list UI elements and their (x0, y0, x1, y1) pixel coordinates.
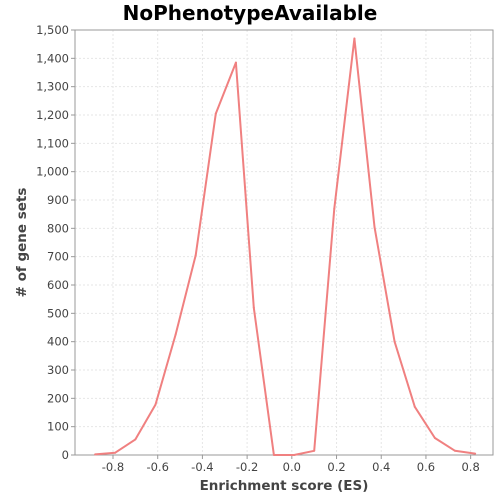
x-axis-label: Enrichment score (ES) (200, 478, 369, 494)
series-line (95, 37, 476, 456)
data-point (252, 306, 255, 309)
y-tick-label: 400 (47, 335, 69, 349)
y-tick-label: 1,200 (36, 108, 69, 122)
data-point (174, 333, 177, 336)
y-tick-label: 600 (47, 278, 69, 292)
y-tick-label: 100 (47, 420, 69, 434)
data-point (154, 403, 157, 406)
data-point (353, 37, 356, 40)
y-tick-label: 200 (47, 391, 69, 405)
y-tick-label: 1,300 (36, 80, 69, 94)
x-tick-label: -0.4 (191, 460, 213, 474)
chart-title: NoPhenotypeAvailable (122, 1, 378, 25)
y-axis-label: # of gene sets (14, 188, 30, 298)
data-point (474, 452, 477, 455)
x-tick-label: 0.0 (283, 460, 301, 474)
data-point (433, 437, 436, 439)
x-tick-label: 0.2 (327, 460, 345, 474)
x-tick-label: 0.6 (417, 460, 435, 474)
x-tick-label: -0.2 (236, 460, 258, 474)
data-point (134, 438, 137, 441)
data-point (293, 454, 296, 456)
data-point (214, 112, 217, 115)
y-tick-label: 1,000 (36, 165, 69, 179)
data-point (114, 451, 117, 454)
y-tick-label: 300 (47, 363, 69, 377)
y-tick-label: 1,400 (36, 51, 69, 65)
data-point (333, 207, 336, 210)
x-tick-label: 0.8 (461, 460, 479, 474)
plot-area (75, 30, 493, 455)
y-tick-label: 1,100 (36, 136, 69, 150)
x-tick-label: -0.6 (146, 460, 168, 474)
data-point (313, 449, 316, 452)
data-point (272, 454, 275, 456)
data-point (413, 405, 416, 408)
data-point (194, 254, 197, 257)
data-point (234, 61, 237, 64)
data-point (94, 453, 97, 456)
data-point (393, 340, 396, 343)
x-tick-label: -0.8 (102, 460, 124, 474)
x-tick-label: 0.4 (372, 460, 390, 474)
y-tick-label: 800 (47, 221, 69, 235)
y-tick-label: 0 (62, 448, 69, 462)
y-tick-label: 900 (47, 193, 69, 207)
y-tick-label: 500 (47, 306, 69, 320)
y-tick-label: 700 (47, 250, 69, 264)
data-point (454, 449, 456, 452)
y-tick-label: 1,500 (36, 23, 69, 37)
data-point (373, 225, 376, 228)
